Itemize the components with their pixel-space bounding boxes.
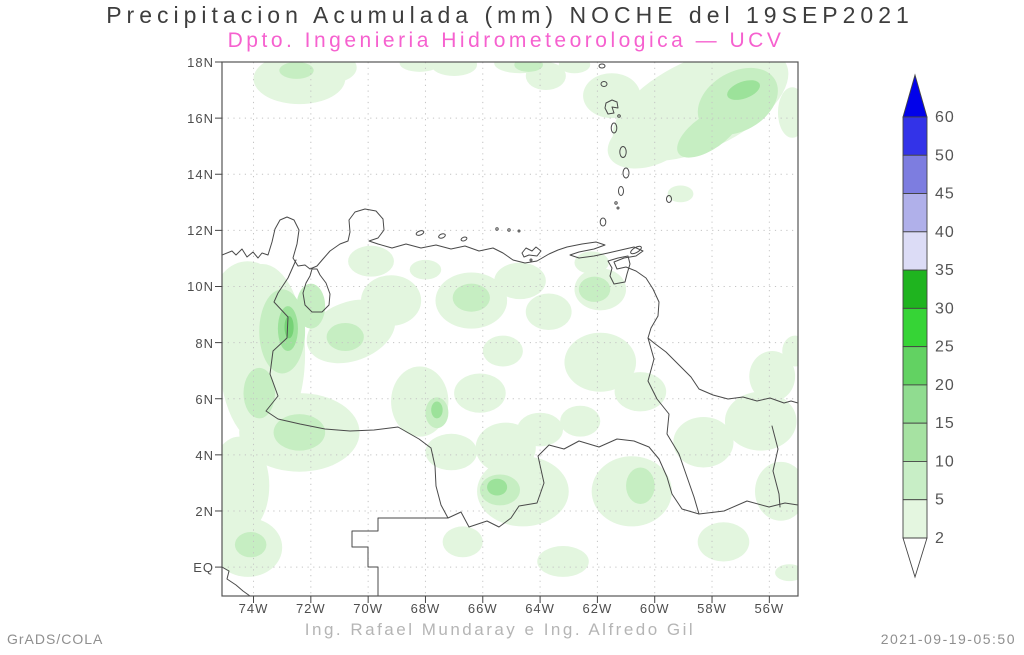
- x-axis-label: 56W: [754, 601, 785, 616]
- island-st-vincent: [618, 186, 624, 196]
- island-antilles-2: [600, 81, 608, 87]
- border-guyana-brazil: [698, 500, 798, 515]
- island-curacao: [438, 233, 446, 239]
- x-axis-label: 58W: [697, 601, 727, 616]
- island-barbados: [666, 195, 672, 203]
- island-orchila: [517, 229, 521, 233]
- y-axis-label: 8N: [195, 335, 214, 351]
- y-axis-label: 4N: [195, 447, 214, 463]
- border-colombia-brazil: [351, 517, 449, 596]
- y-axis-label: EQ: [193, 560, 214, 576]
- island-trinidad: [607, 255, 631, 285]
- y-axis-label: 16N: [187, 111, 214, 127]
- colorbar-label: 15: [935, 415, 955, 432]
- colorbar-label: 10: [935, 453, 955, 470]
- x-axis-label: 64W: [525, 601, 555, 616]
- island-guadeloupe: [604, 99, 619, 115]
- gridline-layer: [222, 62, 798, 596]
- grads-watermark: GrADS/COLA: [7, 631, 104, 647]
- island-martinique: [619, 146, 627, 158]
- colorbar-label: 2: [935, 530, 945, 547]
- island-grenada: [599, 217, 607, 227]
- y-axis-label: 18N: [187, 55, 214, 70]
- island-grenadines-1: [614, 201, 618, 205]
- x-axis-label: 60W: [639, 601, 670, 616]
- colorbar-label: 50: [935, 147, 955, 164]
- axis-ticks: [215, 61, 770, 603]
- coastline-layer: [222, 63, 798, 596]
- y-axis-label: 2N: [195, 503, 214, 519]
- colorbar-label: 45: [935, 186, 955, 203]
- lake-maracaibo: [302, 268, 331, 313]
- island-dominica: [610, 122, 618, 134]
- island-marie-galante: [617, 114, 621, 118]
- colorbar-label: 5: [935, 492, 945, 509]
- island-antilles-1: [598, 63, 606, 69]
- x-axis-label: 70W: [353, 601, 383, 616]
- island-grenadines-2: [616, 206, 620, 210]
- island-bonaire: [460, 236, 468, 242]
- border-guyana-suriname: [771, 425, 781, 508]
- precip-shading-layer: [222, 62, 798, 582]
- island-los-roques-2: [507, 228, 511, 232]
- x-axis-label: 66W: [467, 601, 498, 616]
- island-st-lucia: [622, 167, 630, 179]
- coastline-mainland: [222, 208, 798, 404]
- border-colombia-venezuela: [265, 259, 449, 519]
- credit-line: Ing. Rafael Mundaray e Ing. Alfredo Gil: [304, 620, 696, 639]
- x-axis-label: 62W: [582, 601, 613, 616]
- island-aruba: [415, 230, 425, 236]
- colorbar-label: 35: [935, 262, 955, 279]
- y-axis-label: 14N: [187, 167, 214, 183]
- island-coche: [529, 258, 533, 262]
- colorbar-label: 60: [935, 109, 955, 126]
- y-axis-label: 12N: [187, 223, 214, 239]
- colorbar-label: 30: [935, 300, 955, 317]
- x-axis-label: 68W: [410, 601, 441, 616]
- colorbar-label: 20: [935, 377, 955, 394]
- map-plot-area: [215, 61, 799, 603]
- colorbar-legend: 60 50 45 40 35 30 25 20 15 10 5 2: [902, 73, 955, 579]
- island-los-roques-1: [495, 227, 499, 231]
- island-margarita: [521, 246, 542, 258]
- map-frame: [221, 61, 799, 597]
- y-axis-label: 6N: [195, 391, 214, 407]
- colorbar-label: 25: [935, 339, 955, 356]
- island-tobago: [630, 245, 642, 255]
- page-subtitle: Dpto. Ingenieria Hidrometeorologica — UC…: [227, 29, 785, 52]
- x-axis-label: 74W: [238, 601, 269, 616]
- coastline-pacific-colombia: [222, 566, 251, 596]
- page-title: Precipitacion Acumulada (mm) NOCHE del 1…: [106, 2, 914, 28]
- colorbar-label: 40: [935, 224, 955, 241]
- precipitation-map-svg: [215, 61, 799, 603]
- border-venezuela-guyana: [647, 337, 700, 515]
- border-venezuela-brazil: [447, 438, 700, 528]
- x-axis-label: 72W: [295, 601, 326, 616]
- y-axis-label: 10N: [187, 279, 214, 295]
- timestamp: 2021-09-19-05:50: [880, 631, 1016, 647]
